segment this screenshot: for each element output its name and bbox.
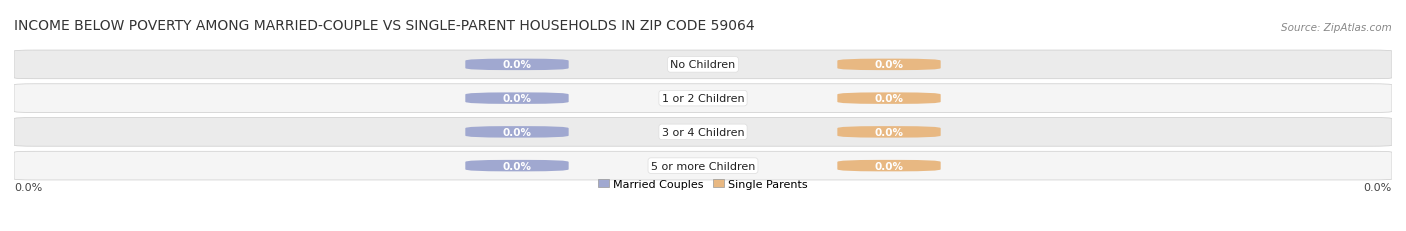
Text: INCOME BELOW POVERTY AMONG MARRIED-COUPLE VS SINGLE-PARENT HOUSEHOLDS IN ZIP COD: INCOME BELOW POVERTY AMONG MARRIED-COUPL… — [14, 19, 755, 33]
Text: 0.0%: 0.0% — [875, 127, 904, 137]
Text: 5 or more Children: 5 or more Children — [651, 161, 755, 171]
FancyBboxPatch shape — [838, 160, 941, 172]
Text: 0.0%: 0.0% — [502, 94, 531, 104]
Text: 3 or 4 Children: 3 or 4 Children — [662, 127, 744, 137]
Legend: Married Couples, Single Parents: Married Couples, Single Parents — [596, 177, 810, 191]
FancyBboxPatch shape — [465, 93, 568, 104]
Text: 0.0%: 0.0% — [1364, 182, 1392, 192]
Text: 0.0%: 0.0% — [875, 161, 904, 171]
Text: Source: ZipAtlas.com: Source: ZipAtlas.com — [1281, 23, 1392, 33]
FancyBboxPatch shape — [14, 51, 1392, 79]
Text: 1 or 2 Children: 1 or 2 Children — [662, 94, 744, 104]
Text: No Children: No Children — [671, 60, 735, 70]
Text: 0.0%: 0.0% — [502, 161, 531, 171]
Text: 0.0%: 0.0% — [14, 182, 42, 192]
Text: 0.0%: 0.0% — [502, 127, 531, 137]
Text: 0.0%: 0.0% — [502, 60, 531, 70]
FancyBboxPatch shape — [465, 127, 568, 138]
FancyBboxPatch shape — [838, 59, 941, 71]
FancyBboxPatch shape — [14, 84, 1392, 113]
FancyBboxPatch shape — [838, 127, 941, 138]
FancyBboxPatch shape — [465, 160, 568, 172]
FancyBboxPatch shape — [838, 93, 941, 104]
FancyBboxPatch shape — [465, 59, 568, 71]
FancyBboxPatch shape — [14, 118, 1392, 147]
Text: 0.0%: 0.0% — [875, 60, 904, 70]
FancyBboxPatch shape — [14, 152, 1392, 180]
Text: 0.0%: 0.0% — [875, 94, 904, 104]
